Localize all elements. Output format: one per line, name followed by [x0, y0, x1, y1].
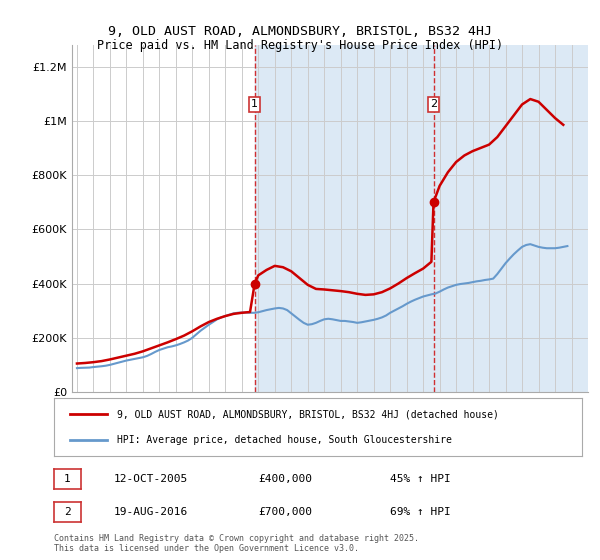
Text: £700,000: £700,000 [258, 507, 312, 517]
Bar [254, 45, 588, 392]
Text: 45% ↑ HPI: 45% ↑ HPI [390, 474, 451, 484]
Text: 9, OLD AUST ROAD, ALMONDSBURY, BRISTOL, BS32 4HJ (detached house): 9, OLD AUST ROAD, ALMONDSBURY, BRISTOL, … [118, 409, 499, 419]
Text: £400,000: £400,000 [258, 474, 312, 484]
Text: 2: 2 [430, 100, 437, 109]
Text: 1: 1 [64, 474, 71, 484]
Text: 69% ↑ HPI: 69% ↑ HPI [390, 507, 451, 517]
Text: 2: 2 [64, 507, 71, 517]
Text: HPI: Average price, detached house, South Gloucestershire: HPI: Average price, detached house, Sout… [118, 435, 452, 445]
Text: Price paid vs. HM Land Registry's House Price Index (HPI): Price paid vs. HM Land Registry's House … [97, 39, 503, 52]
Text: 1: 1 [251, 100, 258, 109]
Text: 9, OLD AUST ROAD, ALMONDSBURY, BRISTOL, BS32 4HJ: 9, OLD AUST ROAD, ALMONDSBURY, BRISTOL, … [108, 25, 492, 38]
Text: Contains HM Land Registry data © Crown copyright and database right 2025.
This d: Contains HM Land Registry data © Crown c… [54, 534, 419, 553]
Text: 19-AUG-2016: 19-AUG-2016 [114, 507, 188, 517]
Text: 12-OCT-2005: 12-OCT-2005 [114, 474, 188, 484]
